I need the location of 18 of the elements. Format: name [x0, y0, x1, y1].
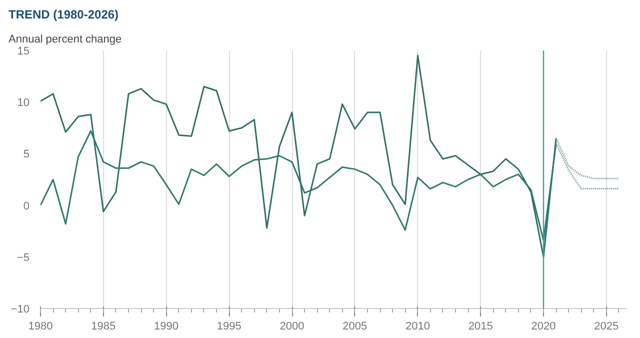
- x-tick-label: 1990: [154, 320, 178, 332]
- y-tick-label: −10: [10, 304, 30, 316]
- x-tick-label: 1985: [91, 320, 116, 332]
- x-tick-label: 2005: [342, 320, 368, 332]
- y-tick-label: 5: [23, 148, 30, 161]
- chart-title: TREND (1980-2026): [8, 8, 119, 22]
- x-tick-label: 1995: [216, 320, 242, 332]
- x-tick-label: 1980: [28, 320, 53, 332]
- y-tick-label: 10: [17, 97, 30, 110]
- x-tick-label: 2000: [280, 320, 304, 332]
- x-tick-label: 2020: [531, 320, 556, 332]
- x-tick-label: 2025: [594, 320, 619, 332]
- y-axis-title: Annual percent change: [8, 34, 122, 46]
- y-tick-label: 0: [23, 200, 30, 212]
- y-tick-label: 15: [17, 46, 30, 58]
- x-tick-label: 2015: [468, 320, 493, 332]
- x-tick-label: 2010: [406, 320, 430, 332]
- y-tick-label: −5: [16, 252, 30, 264]
